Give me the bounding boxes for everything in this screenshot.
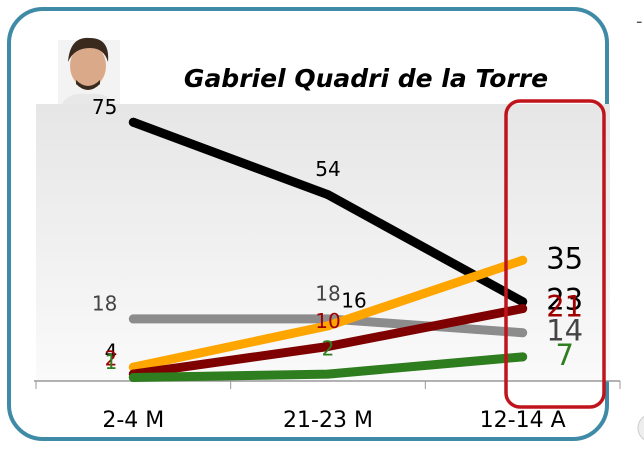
data-label: 21 xyxy=(546,290,583,324)
data-label: 1 xyxy=(105,350,118,374)
data-point xyxy=(518,328,527,337)
data-label: 54 xyxy=(315,157,340,181)
data-point xyxy=(518,352,527,361)
data-point xyxy=(129,373,138,382)
data-label: 35 xyxy=(546,241,583,275)
data-label: 18 xyxy=(92,291,117,315)
data-label: 7 xyxy=(555,338,573,372)
chart-title: Gabriel Quadri de la Torre xyxy=(184,64,548,93)
data-point xyxy=(129,118,138,127)
data-label: 16 xyxy=(341,288,366,312)
data-point xyxy=(518,304,527,313)
x-tick-label: 21-23 M xyxy=(283,408,373,433)
x-tick-label: 12-14 A xyxy=(480,408,566,433)
chart: Gabriel Quadri de la Torre 2-4 M 21-23 M 1… xyxy=(0,0,644,449)
data-point xyxy=(324,370,333,379)
edge-fragment: - xyxy=(636,11,643,32)
data-label: 2 xyxy=(322,337,335,361)
data-label: 10 xyxy=(315,309,340,333)
data-label: 75 xyxy=(92,95,117,119)
data-label: 18 xyxy=(315,281,340,305)
data-point xyxy=(324,190,333,199)
edge-button xyxy=(638,414,644,442)
x-tick-label: 2-4 M xyxy=(102,408,164,433)
data-point xyxy=(129,314,138,323)
data-point xyxy=(518,256,527,265)
